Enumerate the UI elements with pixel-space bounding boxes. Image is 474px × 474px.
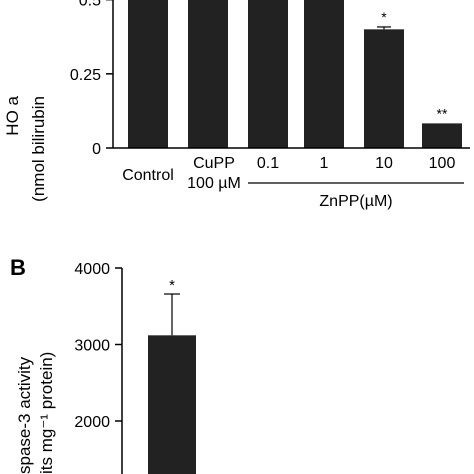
bar-4: [364, 29, 404, 148]
y-tick-label-1: 0.25: [70, 67, 101, 84]
y-tick-label-1: 3000: [74, 338, 110, 355]
y-tick-label-2: 4000: [74, 261, 110, 278]
category-label-1-0: CuPP: [193, 155, 235, 172]
bar-3: [304, 0, 344, 148]
y-axis-label-line-1: (nmol bilirubin: [29, 96, 48, 202]
significance-label-4: *: [381, 9, 387, 25]
panel-a: ***00.250.5HO a (nmol bilirubin ControlCuP…: [3, 0, 470, 210]
bar-1: [188, 0, 228, 148]
category-label-1-1: 100 µM: [187, 175, 241, 192]
significance-label-0: *: [169, 277, 175, 294]
category-label-3-0: 1: [320, 155, 329, 172]
category-label-5-0: 100: [429, 155, 456, 172]
panel-b: B 2000 3000 4000 spase-3 activity its mg⁻¹ pr…: [10, 255, 196, 474]
bar-0: [148, 335, 196, 474]
group-label: ZnPP(µM): [319, 193, 392, 210]
bar-5: [422, 123, 462, 148]
significance-label-5: **: [437, 105, 448, 121]
category-label-0-0: Control: [122, 167, 174, 184]
panel-label: B: [10, 255, 26, 280]
category-label-2-0: 0.1: [257, 155, 279, 172]
y-axis-label-line-0: spase-3 activity: [15, 356, 34, 474]
y-tick-label-2: 0.5: [79, 0, 101, 10]
bar-0: [128, 0, 168, 148]
y-axis-label-line-1: its mg⁻¹ protein): [37, 352, 56, 474]
y-axis-label-line-0: HO a: [3, 95, 22, 135]
y-tick-label-0: 0: [92, 141, 101, 158]
y-tick-label-0: 2000: [74, 414, 110, 431]
category-label-4-0: 10: [375, 155, 393, 172]
bar-2: [248, 0, 288, 148]
